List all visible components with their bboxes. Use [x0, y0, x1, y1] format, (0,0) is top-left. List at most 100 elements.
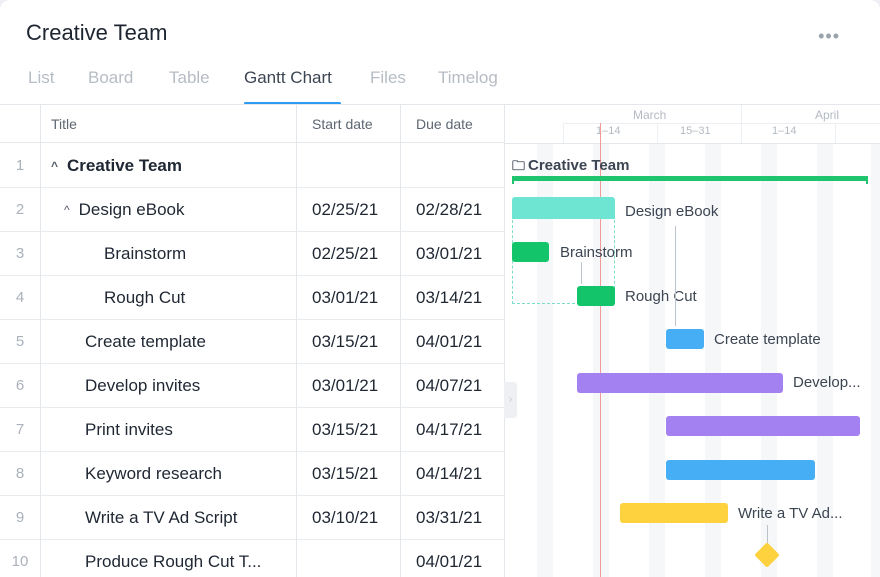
row-number: 7 — [15, 421, 25, 438]
row-number: 4 — [15, 289, 25, 306]
task-table: Title Start date Due date 1 ^ Creative Te… — [0, 105, 504, 577]
row-title: Brainstorm — [104, 244, 187, 263]
due-date-cell[interactable]: 03/14/21 — [416, 288, 483, 307]
project-title: Creative Team — [26, 20, 168, 45]
row-number: 2 — [15, 201, 25, 218]
start-date-cell[interactable]: 03/15/21 — [312, 332, 379, 351]
collapse-chevron-icon[interactable]: ^ — [64, 203, 70, 217]
row-number: 1 — [15, 157, 25, 174]
period-label: 15–31 — [680, 125, 711, 137]
create-template-bar[interactable] — [666, 329, 704, 349]
row-number: 10 — [11, 553, 29, 570]
start-date-cell[interactable]: 03/15/21 — [312, 464, 379, 483]
start-date-cell[interactable]: 03/01/21 — [312, 288, 379, 307]
project-bar-label: 🗀 Creative Team — [512, 157, 629, 175]
timeline-divider — [741, 105, 742, 144]
rough-cut-bar[interactable] — [577, 286, 615, 306]
start-date-cell[interactable]: 02/25/21 — [312, 244, 379, 263]
collapse-chevron-icon[interactable]: ^ — [51, 159, 59, 173]
folder-icon: 🗀 — [512, 158, 526, 173]
tab-timelog[interactable]: Timelog — [438, 68, 498, 87]
row-title-text: Creative Team — [67, 156, 182, 175]
table-row[interactable]: 7 Print invites 03/15/21 04/17/21 — [0, 408, 504, 452]
dependency-connector — [581, 262, 582, 284]
due-date-cell[interactable]: 04/14/21 — [416, 464, 483, 483]
row-title: Create template — [85, 332, 206, 351]
brainstorm-bar[interactable] — [512, 242, 549, 262]
design-ebook-bar[interactable] — [512, 197, 615, 219]
weekend-shade — [649, 144, 665, 577]
tabs-divider — [0, 104, 880, 105]
pane-splitter — [504, 105, 505, 577]
row-title: Print invites — [85, 420, 173, 439]
dependency-connector — [767, 525, 768, 545]
timeline-divider — [835, 123, 836, 144]
dependency-connector — [675, 226, 676, 326]
tv-ad-script-bar[interactable] — [620, 503, 728, 523]
due-date-cell[interactable]: 03/01/21 — [416, 244, 483, 263]
start-date-cell[interactable]: 03/01/21 — [312, 376, 379, 395]
start-date-cell[interactable]: 03/15/21 — [312, 420, 379, 439]
row-title: Write a TV Ad Script — [85, 508, 238, 527]
gantt-chart: March April 1–14 15–31 1–14 🗀 Creative Te… — [505, 105, 880, 577]
due-date-cell[interactable]: 04/17/21 — [416, 420, 483, 439]
column-header-start-date[interactable]: Start date — [312, 116, 373, 132]
start-date-cell[interactable]: 03/10/21 — [312, 508, 379, 527]
active-tab-indicator — [244, 102, 341, 105]
table-row[interactable]: 1 ^ Creative Team — [0, 144, 504, 188]
table-row[interactable]: 10 Produce Rough Cut T... 04/01/21 — [0, 540, 504, 577]
project-bar-cap — [866, 176, 868, 184]
timeline-header-divider — [563, 123, 880, 124]
table-row[interactable]: 9 Write a TV Ad Script 03/10/21 03/31/21 — [0, 496, 504, 540]
table-row[interactable]: 5 Create template 03/15/21 04/01/21 — [0, 320, 504, 364]
table-row[interactable]: 4 Rough Cut 03/01/21 03/14/21 — [0, 276, 504, 320]
table-row[interactable]: 2 ^ Design eBook 02/25/21 02/28/21 — [0, 188, 504, 232]
project-bar-label-text: Creative Team — [528, 157, 630, 174]
row-number: 8 — [15, 465, 25, 482]
tab-list[interactable]: List — [28, 68, 55, 87]
develop-invites-bar[interactable] — [577, 373, 783, 393]
row-title: ^ Design eBook — [64, 188, 184, 231]
tab-board[interactable]: Board — [88, 68, 134, 87]
table-row[interactable]: 6 Develop invites 03/01/21 04/07/21 — [0, 364, 504, 408]
row-number: 6 — [15, 377, 25, 394]
month-label: April — [815, 108, 840, 122]
column-divider — [400, 105, 401, 577]
timeline-divider — [657, 123, 658, 144]
design-ebook-label: Design eBook — [625, 203, 719, 220]
pane-resize-handle[interactable]: › — [504, 382, 517, 418]
project-summary-bar[interactable] — [512, 176, 868, 181]
tab-table[interactable]: Table — [169, 68, 210, 87]
keyword-research-bar[interactable] — [666, 460, 815, 480]
develop-invites-label: Develop... — [793, 374, 861, 391]
table-row[interactable]: 3 Brainstorm 02/25/21 03/01/21 — [0, 232, 504, 276]
brainstorm-label: Brainstorm — [560, 244, 633, 261]
row-title-text: Design eBook — [78, 200, 185, 219]
column-header-title[interactable]: Title — [51, 116, 77, 132]
column-header-due-date[interactable]: Due date — [416, 116, 473, 132]
timeline-divider — [563, 123, 564, 144]
row-title: Rough Cut — [104, 288, 186, 307]
row-number: 9 — [15, 509, 25, 526]
weekend-shade — [593, 144, 609, 577]
row-title: Produce Rough Cut T... — [85, 552, 262, 571]
column-divider — [296, 105, 297, 577]
due-date-cell[interactable]: 04/01/21 — [416, 552, 483, 571]
row-title: Develop invites — [85, 376, 201, 395]
today-marker — [600, 123, 601, 577]
tab-files[interactable]: Files — [370, 68, 406, 87]
create-template-label: Create template — [714, 331, 821, 348]
rough-cut-label: Rough Cut — [625, 288, 697, 305]
due-date-cell[interactable]: 03/31/21 — [416, 508, 483, 527]
row-number: 5 — [15, 333, 25, 350]
table-header: Title Start date Due date — [0, 105, 504, 143]
due-date-cell[interactable]: 02/28/21 — [416, 200, 483, 219]
tab-gantt-chart[interactable]: Gantt Chart — [244, 68, 332, 87]
due-date-cell[interactable]: 04/07/21 — [416, 376, 483, 395]
print-invites-bar[interactable] — [666, 416, 860, 436]
more-options-icon[interactable]: ••• — [818, 26, 840, 46]
table-row[interactable]: 8 Keyword research 03/15/21 04/14/21 — [0, 452, 504, 496]
start-date-cell[interactable]: 02/25/21 — [312, 200, 379, 219]
due-date-cell[interactable]: 04/01/21 — [416, 332, 483, 351]
